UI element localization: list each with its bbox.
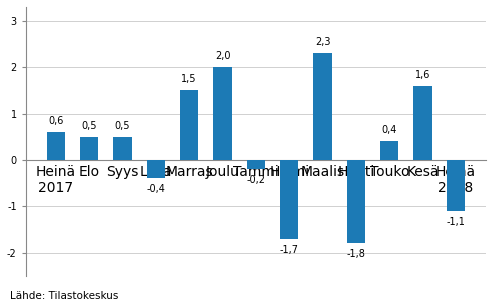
Bar — [414, 86, 432, 160]
Text: 1,5: 1,5 — [181, 74, 197, 84]
Bar — [246, 160, 265, 169]
Text: 0,6: 0,6 — [48, 116, 64, 126]
Text: -0,4: -0,4 — [146, 185, 165, 195]
Bar — [180, 90, 198, 160]
Text: 1,6: 1,6 — [415, 70, 430, 80]
Bar — [347, 160, 365, 243]
Bar — [213, 67, 232, 160]
Bar — [447, 160, 465, 211]
Text: 0,5: 0,5 — [81, 121, 97, 131]
Text: -1,7: -1,7 — [280, 245, 299, 255]
Bar — [314, 53, 332, 160]
Text: -0,2: -0,2 — [246, 175, 265, 185]
Bar — [113, 137, 132, 160]
Text: Lähde: Tilastokeskus: Lähde: Tilastokeskus — [10, 291, 118, 301]
Bar — [280, 160, 298, 239]
Text: 2,0: 2,0 — [215, 51, 230, 61]
Text: 0,4: 0,4 — [382, 125, 397, 135]
Bar — [147, 160, 165, 178]
Bar — [380, 141, 398, 160]
Bar — [80, 137, 98, 160]
Text: -1,8: -1,8 — [347, 249, 365, 259]
Text: 0,5: 0,5 — [115, 121, 130, 131]
Text: -1,1: -1,1 — [447, 217, 465, 227]
Bar — [47, 132, 65, 160]
Text: 2,3: 2,3 — [315, 37, 330, 47]
